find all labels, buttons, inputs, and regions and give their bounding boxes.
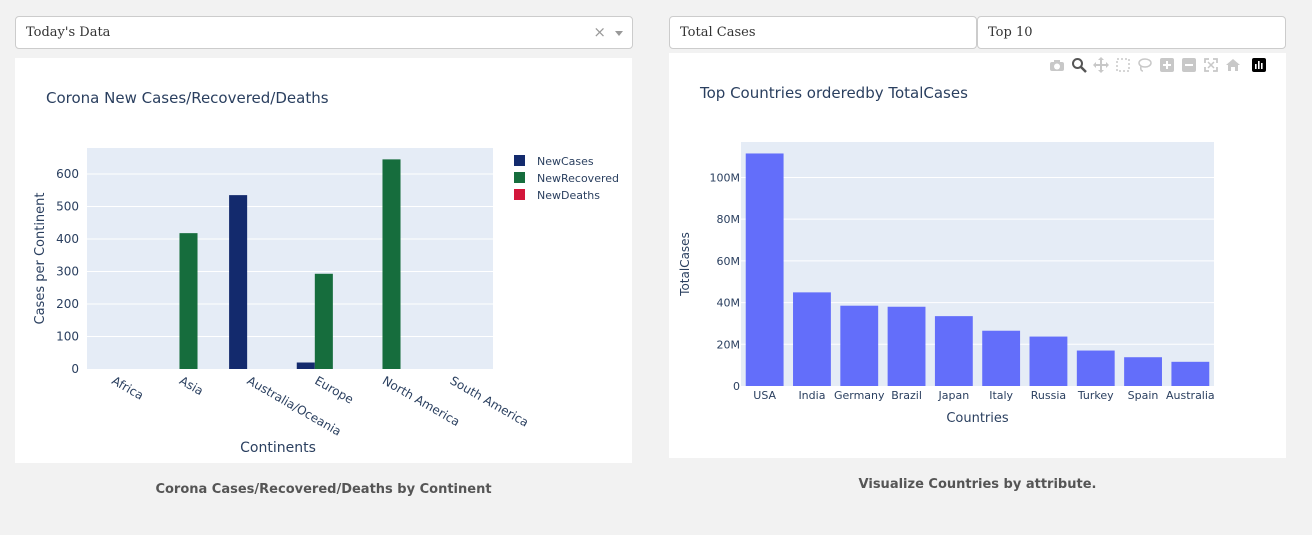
legend-entry: NewCases	[537, 155, 594, 168]
x-tick-label: Australia	[1166, 389, 1215, 402]
chart-title: Top Countries orderedby TotalCases	[699, 84, 968, 102]
reset-axes-icon[interactable]	[1224, 57, 1242, 73]
y-tick-label: 100M	[710, 171, 741, 184]
bar-total-cases	[935, 316, 973, 386]
bar-total-cases	[1077, 351, 1115, 386]
attribute-selected-value: Total Cases	[680, 25, 756, 40]
top-n-selected-value: Top 10	[988, 25, 1032, 40]
x-tick-label: Africa	[109, 373, 146, 402]
bar-newcases	[229, 195, 247, 369]
autoscale-icon[interactable]	[1202, 57, 1220, 73]
countries-chart-panel: Top Countries orderedby TotalCases 0 20M 40…	[669, 53, 1286, 458]
plot-modebar	[1048, 57, 1268, 73]
bar-newrecovered	[382, 159, 400, 369]
y-tick-label: 0	[733, 380, 740, 393]
x-tick-label: USA	[753, 389, 776, 402]
legend-swatch	[514, 155, 525, 166]
x-tick-label: India	[798, 389, 825, 402]
legend-entry: NewRecovered	[537, 172, 619, 185]
chevron-down-icon[interactable]	[615, 31, 623, 36]
y-axis-label: TotalCases	[678, 232, 692, 297]
x-tick-label: Asia	[177, 373, 206, 398]
x-tick-label: Turkey	[1077, 389, 1114, 402]
chart-title: Corona New Cases/Recovered/Deaths	[46, 89, 329, 107]
bar-newrecovered	[315, 274, 333, 369]
box-select-icon[interactable]	[1114, 57, 1132, 73]
y-tick-label: 600	[56, 167, 79, 181]
x-axis-label: Continents	[240, 440, 316, 456]
top-n-dropdown[interactable]: Top 10	[977, 16, 1286, 49]
y-tick-label: 60M	[717, 255, 741, 268]
plot-area	[87, 148, 493, 369]
pan-icon[interactable]	[1092, 57, 1110, 73]
y-tick-label: 200	[56, 297, 79, 311]
x-tick-label: Europe	[312, 373, 356, 406]
bar-total-cases	[793, 292, 831, 386]
zoom-out-icon[interactable]	[1180, 57, 1198, 73]
data-period-dropdown[interactable]: Today's Data ×	[15, 16, 633, 49]
bar-newrecovered	[179, 233, 197, 369]
lasso-icon[interactable]	[1136, 57, 1154, 73]
x-tick-label: Spain	[1128, 389, 1159, 402]
continent-bar-chart: Corona New Cases/Recovered/Deaths 0 100 200…	[15, 58, 632, 463]
y-tick-label: 0	[71, 362, 79, 376]
bar-total-cases	[1171, 362, 1209, 386]
bar-total-cases	[982, 331, 1020, 386]
continent-chart-panel: Corona New Cases/Recovered/Deaths 0 100 200…	[15, 58, 632, 463]
zoom-icon[interactable]	[1070, 57, 1088, 73]
zoom-in-icon[interactable]	[1158, 57, 1176, 73]
x-tick-label: Russia	[1031, 389, 1066, 402]
x-tick-label: Germany	[834, 389, 885, 402]
left-chart-caption: Corona Cases/Recovered/Deaths by Contine…	[15, 482, 632, 497]
dropdown-selected-value: Today's Data	[26, 25, 110, 40]
plotly-logo-icon[interactable]	[1250, 57, 1268, 73]
y-axis-label: Cases per Continent	[33, 193, 48, 325]
bar-total-cases	[888, 307, 926, 386]
legend-swatch	[514, 172, 525, 183]
legend-entry: NewDeaths	[537, 189, 600, 202]
x-tick-label: Italy	[989, 389, 1013, 402]
x-tick-label: Brazil	[891, 389, 922, 402]
attribute-dropdown[interactable]: Total Cases	[669, 16, 977, 49]
bar-total-cases	[746, 153, 784, 386]
legend-swatch	[514, 189, 525, 200]
countries-bar-chart: Top Countries orderedby TotalCases 0 20M 40…	[669, 53, 1286, 458]
y-tick-label: 300	[56, 265, 79, 279]
y-tick-label: 400	[56, 232, 79, 246]
bar-newcases	[297, 363, 315, 370]
bar-total-cases	[840, 306, 878, 386]
y-tick-label: 500	[56, 200, 79, 214]
y-tick-label: 80M	[717, 213, 741, 226]
x-tick-label: Japan	[938, 389, 970, 402]
y-tick-label: 100	[56, 330, 79, 344]
bar-total-cases	[1030, 337, 1068, 386]
camera-icon[interactable]	[1048, 57, 1066, 73]
x-tick-label: South America	[448, 373, 531, 429]
y-tick-label: 40M	[717, 297, 741, 310]
bar-total-cases	[1124, 357, 1162, 386]
x-axis-label: Countries	[946, 411, 1009, 426]
y-tick-label: 20M	[717, 338, 741, 351]
clear-icon[interactable]: ×	[593, 23, 606, 41]
right-chart-caption: Visualize Countries by attribute.	[669, 477, 1286, 492]
